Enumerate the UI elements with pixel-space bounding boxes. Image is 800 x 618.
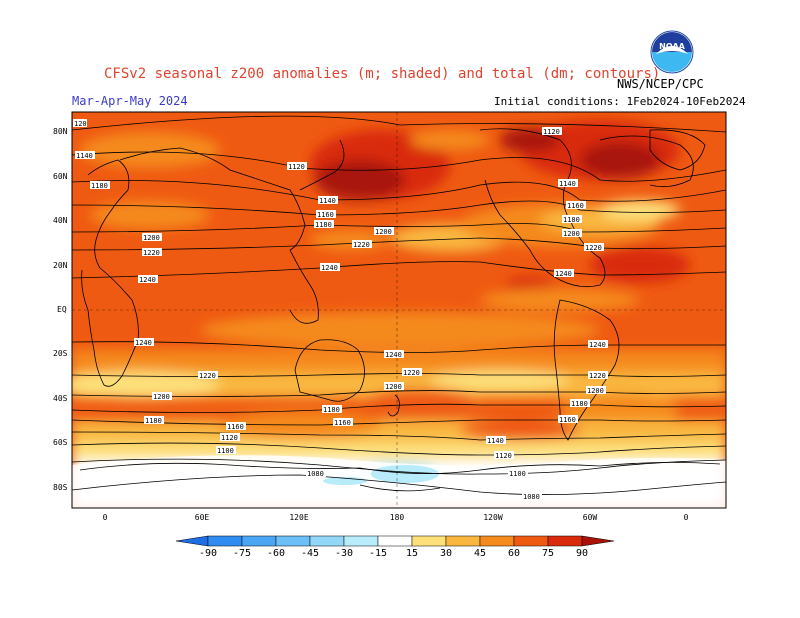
svg-text:1120: 1120 <box>543 128 560 136</box>
lon-label-0-right: 0 <box>683 513 689 522</box>
svg-text:1240: 1240 <box>135 339 152 347</box>
svg-text:1180: 1180 <box>323 406 340 414</box>
svg-text:1160: 1160 <box>559 416 576 424</box>
colorbar-swatch <box>207 535 243 547</box>
colorbar-label: -90 <box>198 548 218 559</box>
colorbar-label: 15 <box>405 548 419 559</box>
svg-text:1160: 1160 <box>227 423 244 431</box>
svg-text:1120: 1120 <box>495 452 512 460</box>
colorbar-label: 75 <box>541 548 555 559</box>
colorbar-label: -30 <box>334 548 354 559</box>
colorbar-label: -75 <box>232 548 252 559</box>
lon-label-120w: 120W <box>483 513 503 522</box>
colorbar-arrow-high <box>581 535 615 547</box>
svg-text:1200: 1200 <box>587 387 604 395</box>
lat-label-40n: 40N <box>53 216 68 225</box>
lat-label-80s: 80S <box>53 483 68 492</box>
svg-text:1140: 1140 <box>76 152 93 160</box>
agency-label: NWS/NCEP/CPC <box>617 77 704 91</box>
season-label: Mar-Apr-May 2024 <box>72 94 188 108</box>
lat-label-60n: 60N <box>53 172 68 181</box>
svg-text:1200: 1200 <box>153 393 170 401</box>
svg-text:1240: 1240 <box>321 264 338 272</box>
svg-text:1120: 1120 <box>221 434 238 442</box>
svg-text:1180: 1180 <box>563 216 580 224</box>
colorbar-label: -15 <box>368 548 388 559</box>
svg-text:1200: 1200 <box>563 230 580 238</box>
colorbar-label: -60 <box>266 548 286 559</box>
svg-text:1180: 1180 <box>315 221 332 229</box>
colorbar-swatch <box>513 535 549 547</box>
lat-label-20s: 20S <box>53 349 68 358</box>
colorbar <box>175 535 615 547</box>
svg-text:1240: 1240 <box>555 270 572 278</box>
colorbar-swatch <box>377 535 413 547</box>
colorbar-swatch <box>241 535 277 547</box>
svg-text:1220: 1220 <box>353 241 370 249</box>
svg-text:1160: 1160 <box>334 419 351 427</box>
svg-text:1240: 1240 <box>589 341 606 349</box>
lat-label-60s: 60S <box>53 438 68 447</box>
svg-text:1140: 1140 <box>319 197 336 205</box>
lat-label-80n: 80N <box>53 127 68 136</box>
colorbar-label: 30 <box>439 548 453 559</box>
colorbar-arrow-low <box>175 535 209 547</box>
colorbar-swatch <box>275 535 311 547</box>
svg-text:1160: 1160 <box>317 211 334 219</box>
svg-text:1180: 1180 <box>145 417 162 425</box>
svg-text:1220: 1220 <box>585 244 602 252</box>
lat-label-eq: EQ <box>57 305 67 314</box>
svg-text:120: 120 <box>74 120 87 128</box>
svg-text:1100: 1100 <box>217 447 234 455</box>
colorbar-label: -45 <box>300 548 320 559</box>
svg-text:1120: 1120 <box>288 163 305 171</box>
svg-text:1140: 1140 <box>487 437 504 445</box>
svg-text:1240: 1240 <box>139 276 156 284</box>
svg-text:1240: 1240 <box>385 351 402 359</box>
colorbar-swatch <box>343 535 379 547</box>
lon-label-120e: 120E <box>289 513 309 522</box>
svg-text:NOAA: NOAA <box>659 42 685 51</box>
svg-text:1200: 1200 <box>385 383 402 391</box>
lon-label-60w: 60W <box>582 513 598 522</box>
colorbar-swatch <box>445 535 481 547</box>
svg-text:1180: 1180 <box>91 182 108 190</box>
colorbar-label: 90 <box>575 548 589 559</box>
svg-text:1220: 1220 <box>403 369 420 377</box>
initial-conditions-label: Initial conditions: 1Feb2024-10Feb2024 <box>494 95 746 108</box>
svg-text:1160: 1160 <box>567 202 584 210</box>
svg-text:1220: 1220 <box>589 372 606 380</box>
lat-label-20n: 20N <box>53 261 68 270</box>
svg-text:1080: 1080 <box>307 470 324 478</box>
svg-text:1180: 1180 <box>571 400 588 408</box>
lon-label-60e: 60E <box>194 513 210 522</box>
svg-text:1200: 1200 <box>143 234 160 242</box>
chart-title: CFSv2 seasonal z200 anomalies (m; shaded… <box>104 66 661 82</box>
noaa-logo-icon: NOAA <box>650 30 694 74</box>
lon-label-0-left: 0 <box>102 513 108 522</box>
svg-text:1080: 1080 <box>523 493 540 501</box>
svg-text:1100: 1100 <box>509 470 526 478</box>
lat-label-40s: 40S <box>53 394 68 403</box>
colorbar-swatch <box>309 535 345 547</box>
colorbar-swatch <box>411 535 447 547</box>
colorbar-label: 45 <box>473 548 487 559</box>
svg-text:1140: 1140 <box>559 180 576 188</box>
svg-text:1220: 1220 <box>143 249 160 257</box>
svg-text:1200: 1200 <box>375 228 392 236</box>
colorbar-label: 60 <box>507 548 521 559</box>
colorbar-swatch <box>479 535 515 547</box>
colorbar-swatch <box>547 535 583 547</box>
lon-label-180: 180 <box>389 513 405 522</box>
svg-text:1220: 1220 <box>199 372 216 380</box>
